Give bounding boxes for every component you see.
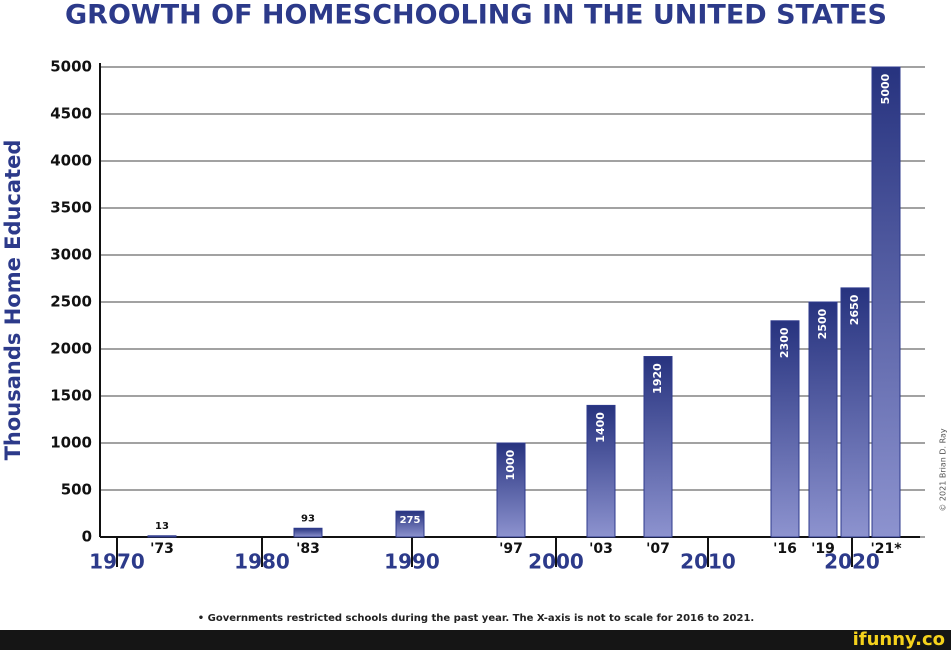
bar bbox=[395, 510, 425, 538]
x-tick-label: '19 bbox=[811, 541, 835, 557]
y-tick-label: 1500 bbox=[50, 387, 92, 405]
y-tick-label: 5000 bbox=[50, 58, 92, 76]
bar bbox=[496, 442, 526, 538]
bar bbox=[147, 535, 177, 538]
bar-value-label: 2500 bbox=[816, 308, 829, 339]
bar-value-label: 1000 bbox=[504, 449, 517, 480]
decade-label: 2020 bbox=[824, 550, 880, 574]
bar bbox=[770, 320, 800, 538]
bar-value-label: 2650 bbox=[848, 294, 861, 325]
y-axis-label: Thousands Home Educated bbox=[1, 140, 25, 461]
y-tick-label: 500 bbox=[61, 481, 92, 499]
x-tick-label: '16 bbox=[773, 541, 797, 557]
bar bbox=[808, 301, 838, 538]
x-tick-label: '03 bbox=[589, 541, 613, 557]
x-tick-label: '21* bbox=[870, 541, 902, 557]
copyright: © 2021 Brian D. Ray bbox=[939, 428, 948, 511]
y-tick-label: 0 bbox=[82, 528, 92, 546]
bar-value-label: 1400 bbox=[594, 412, 607, 443]
bar-value-label: 2300 bbox=[778, 327, 791, 358]
bar-value-label: 1920 bbox=[651, 363, 664, 394]
bar-value-label: 13 bbox=[155, 521, 169, 532]
bar bbox=[840, 287, 870, 538]
decade-label: 1980 bbox=[234, 550, 290, 574]
decade-label: 1990 bbox=[384, 550, 440, 574]
y-tick-label: 1000 bbox=[50, 434, 92, 452]
watermark: ifunny.co bbox=[853, 629, 945, 650]
bar bbox=[293, 527, 323, 538]
bar bbox=[871, 66, 901, 538]
y-tick-label: 2500 bbox=[50, 293, 92, 311]
bar bbox=[643, 356, 673, 538]
y-tick-label: 4000 bbox=[50, 152, 92, 170]
footnote: • Governments restricted schools during … bbox=[198, 613, 754, 624]
bar-value-label: 93 bbox=[301, 513, 315, 524]
x-tick-label: '07 bbox=[646, 541, 670, 557]
decade-label: 2000 bbox=[528, 550, 584, 574]
chart-title: GROWTH OF HOMESCHOOLING IN THE UNITED ST… bbox=[65, 0, 887, 31]
x-tick-label: '73 bbox=[150, 541, 174, 557]
bar bbox=[586, 404, 616, 538]
x-tick-label: '97 bbox=[499, 541, 523, 557]
decade-label: 2010 bbox=[680, 550, 736, 574]
bar-value-label: 5000 bbox=[879, 73, 892, 104]
decade-label: 1970 bbox=[89, 550, 145, 574]
x-tick-label: '83 bbox=[296, 541, 320, 557]
y-tick-label: 3000 bbox=[50, 246, 92, 264]
bar-value-label: 275 bbox=[400, 515, 421, 526]
y-tick-label: 4500 bbox=[50, 105, 92, 123]
watermark-bar bbox=[0, 630, 951, 650]
y-tick-label: 2000 bbox=[50, 340, 92, 358]
y-tick-label: 3500 bbox=[50, 199, 92, 217]
